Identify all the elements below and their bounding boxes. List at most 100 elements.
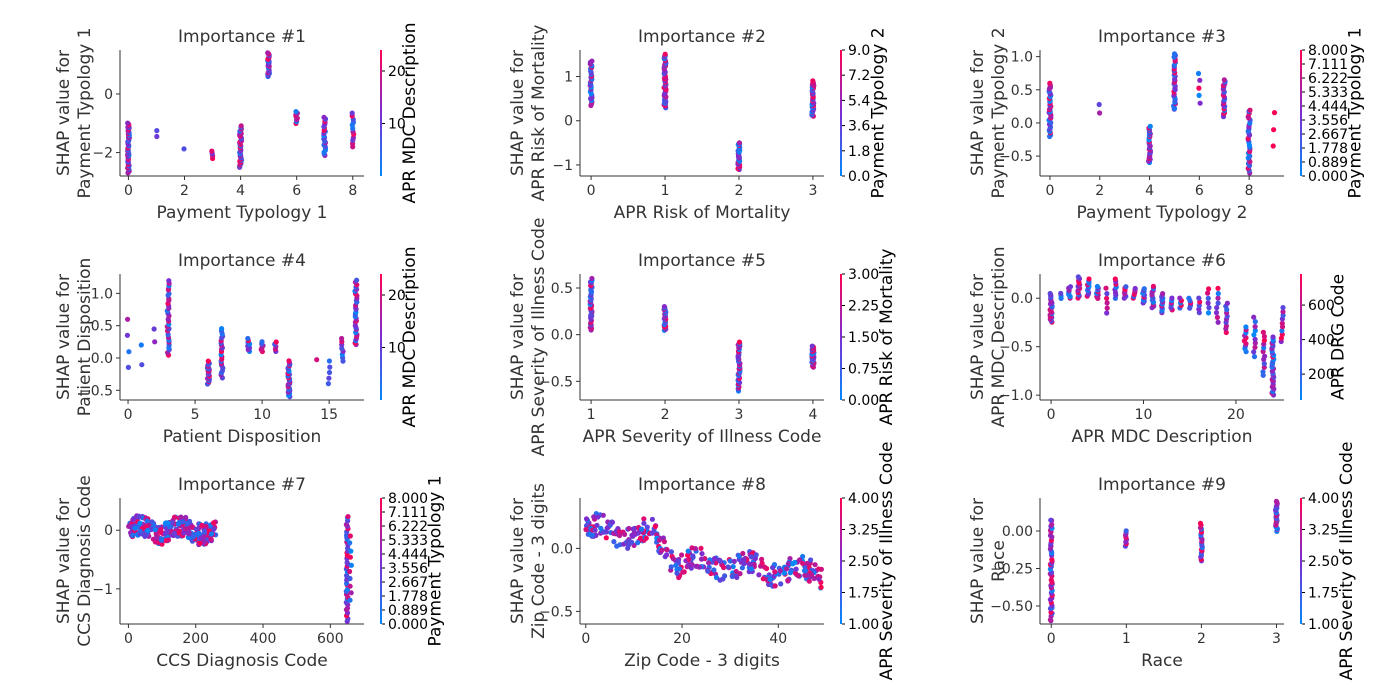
data-point <box>756 572 762 578</box>
data-point <box>818 584 824 590</box>
data-point <box>810 78 816 84</box>
data-point <box>1197 299 1203 305</box>
data-point <box>644 524 650 530</box>
data-point <box>197 540 203 546</box>
y-tick-label: 1.0 <box>1011 50 1033 66</box>
y-tick-label: −0.5 <box>79 383 113 399</box>
data-point <box>1243 324 1249 330</box>
data-point <box>686 562 692 568</box>
x-tick-label: 6 <box>292 183 301 199</box>
x-tick-label: 2 <box>1095 183 1104 199</box>
colorbar-tick-label: 1.8 <box>848 144 870 160</box>
colorbar-tick-label: 1.778 <box>1308 141 1348 157</box>
colorbar-tick-label: 7.2 <box>848 68 870 84</box>
data-point <box>809 343 815 349</box>
colorbar-tick-label: 0.00 <box>848 393 879 409</box>
data-point <box>659 547 665 553</box>
y-tick-label: 0.0 <box>1011 116 1033 132</box>
data-point <box>733 568 739 575</box>
data-point <box>1197 520 1204 527</box>
x-tick-label: 3 <box>808 183 817 199</box>
data-point <box>731 558 737 565</box>
data-point <box>616 529 622 535</box>
colorbar-tick-label: 4.00 <box>848 491 879 507</box>
data-point <box>777 568 783 574</box>
data-point <box>604 525 610 531</box>
data-point <box>736 339 743 345</box>
data-point <box>1147 123 1153 129</box>
data-point <box>1195 70 1202 77</box>
data-point <box>641 520 647 526</box>
y-axis-label: SHAP value for <box>508 50 528 176</box>
data-point <box>741 561 747 567</box>
data-point <box>617 532 623 539</box>
colorbar-label: APR Severity of Illness Code <box>877 442 897 681</box>
data-point <box>693 563 699 569</box>
y-tick-label: 0.0 <box>1011 291 1033 307</box>
data-point <box>1123 284 1129 290</box>
data-point <box>1213 310 1220 316</box>
scatter-points <box>1047 274 1286 398</box>
y-axis-label: SHAP value for <box>54 498 74 624</box>
data-point <box>662 51 668 57</box>
data-point <box>349 110 355 116</box>
data-point <box>1047 80 1053 86</box>
x-tick-label: 0 <box>124 631 133 647</box>
data-point <box>1067 284 1074 290</box>
data-point <box>589 532 595 538</box>
data-point <box>603 535 609 541</box>
x-tick-label: 20 <box>673 631 691 647</box>
data-point <box>176 530 182 536</box>
data-point <box>711 556 718 562</box>
colorbar-tick-label: 6.222 <box>388 519 428 535</box>
colorbar-tick-label: 4.444 <box>388 547 428 563</box>
y-axis-label: APR MDC Description <box>989 247 1009 428</box>
data-point <box>767 576 773 583</box>
data-point <box>664 547 670 553</box>
colorbar <box>380 50 382 176</box>
colorbar-tick-label: 3.25 <box>1308 523 1339 539</box>
data-point <box>690 553 696 559</box>
data-point <box>679 552 685 558</box>
colorbar-tick-label: 1.75 <box>848 586 879 602</box>
data-point <box>592 527 598 533</box>
y-axis-label: SHAP value for <box>54 50 74 176</box>
x-axis-label: APR Risk of Mortality <box>614 203 791 223</box>
data-point <box>1261 364 1267 370</box>
data-point <box>711 567 717 573</box>
panel-4: Importance #40 5 10 15−0.50.00.51.0Patient … <box>54 247 420 447</box>
colorbar-tick-label: 2.667 <box>388 575 428 591</box>
data-point <box>614 543 620 549</box>
data-point <box>1097 110 1103 116</box>
panel-title: Importance #9 <box>1098 475 1226 495</box>
x-tick-label: 2 <box>1197 631 1206 647</box>
data-point <box>138 342 144 348</box>
panel-title: Importance #2 <box>638 27 766 47</box>
data-point <box>622 531 628 538</box>
x-tick-label: 40 <box>769 631 787 647</box>
data-point <box>699 551 705 557</box>
colorbar-tick-label: 200 <box>1308 367 1335 383</box>
data-point <box>1247 107 1253 113</box>
colorbar-tick-label: 10 <box>388 117 406 133</box>
data-point <box>345 514 351 520</box>
data-point <box>802 572 808 578</box>
data-point <box>1160 291 1166 297</box>
data-point <box>151 326 157 332</box>
data-point <box>208 531 215 537</box>
colorbar-tick-label: 5.4 <box>848 93 870 109</box>
data-point <box>668 549 675 555</box>
data-point <box>589 275 595 282</box>
data-point <box>1094 283 1100 290</box>
colorbar-tick-label: 400 <box>1308 333 1335 349</box>
y-axis-label: Race <box>989 540 1009 582</box>
panel-9: Importance #90 1 2 3−0.50−0.250.00RaceSHAP … <box>968 442 1357 681</box>
data-point <box>344 560 350 566</box>
data-point <box>629 539 635 546</box>
data-point <box>144 518 150 524</box>
panel-title: Importance #6 <box>1098 251 1226 271</box>
panel-title: Importance #7 <box>178 475 306 495</box>
data-point <box>652 523 658 530</box>
